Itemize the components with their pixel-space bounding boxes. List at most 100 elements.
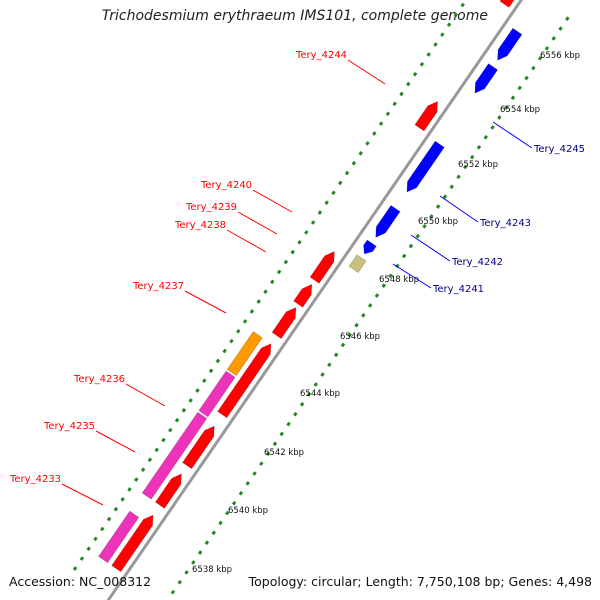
left-dotted-guide <box>215 358 221 364</box>
scale-tick-label: 6544 kbp <box>300 389 340 399</box>
leader-line <box>226 229 267 253</box>
left-dotted-guide <box>331 190 336 196</box>
left-dotted-guide <box>236 328 241 334</box>
right-dotted-guide <box>245 481 250 486</box>
topology-label: Topology: circular; Length: 7,750,108 bp… <box>248 574 592 589</box>
left-dotted-guide <box>440 32 445 37</box>
gene-block-top-edge <box>499 0 515 8</box>
leader-line <box>492 121 533 149</box>
gene-block-tery-4237 <box>217 343 272 419</box>
scale-tick-label: 6550 kbp <box>418 217 458 227</box>
scale-tick-label: 6556 kbp <box>540 51 580 61</box>
left-dotted-guide <box>419 62 425 67</box>
left-dotted-guide <box>93 536 98 542</box>
scale-tick-label: 6552 kbp <box>458 160 498 170</box>
right-dotted-guide <box>483 135 488 140</box>
gene-block-tery-4236 <box>182 425 215 470</box>
left-dotted-guide <box>317 210 323 215</box>
left-dotted-guide <box>283 259 289 265</box>
right-dotted-guide <box>361 313 366 318</box>
right-dotted-guide <box>558 26 563 31</box>
right-dotted-guide <box>347 332 352 338</box>
orange-track-block <box>226 331 263 377</box>
left-dotted-guide <box>86 546 91 552</box>
gene-block-upper-blue <box>497 27 523 61</box>
right-dotted-guide <box>231 500 237 506</box>
leader-line <box>95 430 136 453</box>
right-dotted-guide <box>374 293 380 298</box>
right-dotted-guide <box>524 75 529 81</box>
pink-track-block-3 <box>198 370 236 418</box>
gene-label-tery-4244: Tery_4244 <box>295 50 347 61</box>
left-dotted-guide <box>208 368 214 374</box>
right-dotted-guide <box>463 164 468 170</box>
gene-block-tery-4240 <box>309 250 335 284</box>
left-dotted-guide <box>79 556 85 561</box>
right-dotted-guide <box>279 431 284 437</box>
left-dotted-guide <box>100 526 105 532</box>
right-dotted-guide <box>551 36 556 41</box>
right-dotted-guide <box>442 194 448 199</box>
gene-label-tery-4245: Tery_4245 <box>533 144 585 155</box>
left-dotted-guide <box>372 131 377 136</box>
left-dotted-guide <box>174 417 180 423</box>
gene-block-mid-blue <box>406 140 445 193</box>
right-dotted-guide <box>367 303 373 308</box>
right-dotted-guide <box>320 372 325 377</box>
left-dotted-guide <box>406 81 411 87</box>
left-dotted-guide <box>140 467 146 472</box>
right-dotted-guide <box>177 579 182 585</box>
left-dotted-guide <box>72 566 78 571</box>
left-dotted-guide <box>222 348 227 354</box>
gene-label-tery-4235: Tery_4235 <box>43 421 95 432</box>
gene-label-tery-4233: Tery_4233 <box>9 474 61 485</box>
right-dotted-guide <box>517 85 522 91</box>
gene-block-tery-4238 <box>271 306 297 340</box>
left-dotted-guide <box>249 309 255 314</box>
scale-tick-label: 6538 kbp <box>192 565 232 575</box>
left-dotted-guide <box>399 91 404 97</box>
left-dotted-guide <box>276 269 282 275</box>
left-dotted-guide <box>127 487 132 492</box>
scale-tick-label: 6542 kbp <box>264 448 304 458</box>
gene-block-tery-4242 <box>363 239 377 255</box>
left-dotted-guide <box>263 289 268 294</box>
right-dotted-guide <box>401 253 407 259</box>
leader-line <box>439 195 479 223</box>
gene-block-tery-4239 <box>293 283 313 308</box>
left-dotted-guide <box>161 437 166 443</box>
left-dotted-guide <box>358 150 363 156</box>
leader-line <box>184 290 227 314</box>
right-dotted-guide <box>306 392 312 397</box>
left-dotted-guide <box>242 319 248 324</box>
right-dotted-guide <box>170 589 176 595</box>
right-dotted-guide <box>238 490 244 496</box>
right-dotted-guide <box>184 570 189 575</box>
leader-line <box>392 263 432 289</box>
left-dotted-guide <box>351 160 357 166</box>
left-dotted-guide <box>392 101 397 107</box>
leader-line <box>410 234 451 262</box>
right-dotted-guide <box>497 115 502 120</box>
left-dotted-guide <box>202 378 207 383</box>
left-dotted-guide <box>106 516 112 522</box>
gene-label-tery-4236: Tery_4236 <box>73 374 125 385</box>
gene-label-tery-4239: Tery_4239 <box>185 202 237 213</box>
leader-line <box>125 383 166 407</box>
right-dotted-guide <box>265 451 271 457</box>
right-dotted-guide <box>299 401 305 407</box>
gene-block-tery-4241 <box>348 254 367 274</box>
right-dotted-guide <box>435 204 441 209</box>
right-dotted-guide <box>476 144 482 150</box>
left-dotted-guide <box>181 408 187 413</box>
right-dotted-guide <box>388 273 393 279</box>
left-dotted-guide <box>304 230 309 235</box>
genome-title: Trichodesmium erythraeum IMS101, complet… <box>101 8 488 24</box>
right-dotted-guide <box>293 411 298 417</box>
left-dotted-guide <box>460 2 465 8</box>
right-dotted-guide <box>381 283 386 288</box>
right-dotted-guide <box>544 46 550 51</box>
right-dotted-guide <box>218 520 223 526</box>
left-dotted-guide <box>338 180 343 186</box>
right-dotted-guide <box>191 560 196 565</box>
